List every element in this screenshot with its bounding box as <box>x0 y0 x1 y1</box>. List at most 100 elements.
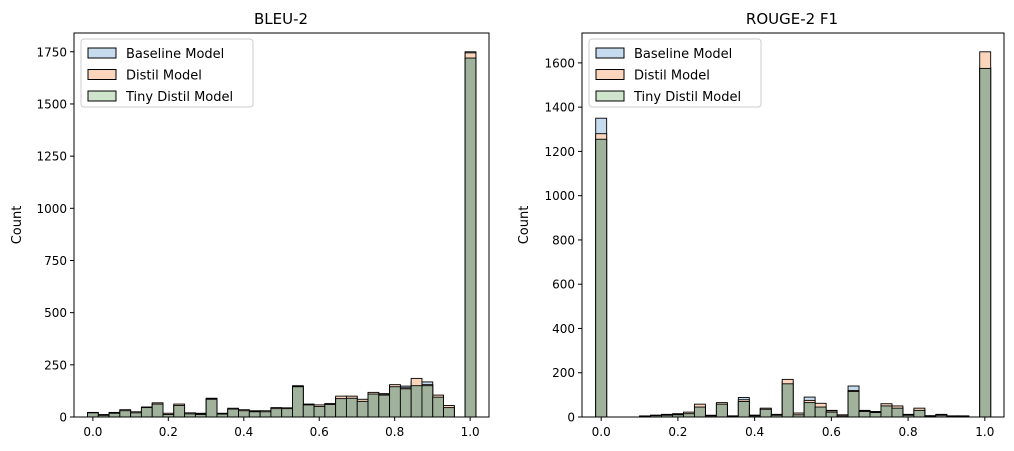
bar-tiny-21 <box>313 406 326 418</box>
bar-tiny-21 <box>825 411 838 418</box>
chart-rouge-2-f1: ROUGE-2 F1 Count 0 200 400 600 800 1000 1200 14… <box>517 10 1005 439</box>
y-tick-label: 1000 <box>544 189 575 203</box>
legend-swatch-distil <box>87 69 117 80</box>
bar-tiny-20 <box>302 404 315 418</box>
bar-tiny-26 <box>367 393 380 418</box>
legend-box <box>80 38 254 108</box>
bar-tiny-27 <box>378 394 391 418</box>
bar-tiny-25 <box>869 412 882 418</box>
legend-label: Baseline Model <box>634 47 732 62</box>
legend-label: Baseline Model <box>126 47 224 62</box>
legend-box <box>588 38 762 108</box>
legend-swatch-baseline <box>595 47 625 59</box>
plot-frame <box>73 32 490 418</box>
bar-tiny-0 <box>595 138 608 418</box>
legend-swatch-distil <box>595 69 625 80</box>
x-tick-label: 1.0 <box>461 425 480 439</box>
legend-swatch-tiny <box>595 90 625 102</box>
y-tick-label: 200 <box>552 366 575 380</box>
bar-tiny-35 <box>979 67 992 418</box>
bar-tiny-31 <box>421 385 434 418</box>
bar-tiny-18 <box>281 408 293 418</box>
bar-tiny-11 <box>205 398 218 418</box>
chart-title: ROUGE-2 F1 <box>746 10 838 28</box>
legend-swatch-baseline <box>87 47 117 59</box>
y-tick-label: 1600 <box>544 56 575 70</box>
bar-tiny-25 <box>356 400 369 418</box>
bar-tiny-24 <box>858 411 871 418</box>
chart-title: BLEU-2 <box>254 10 308 28</box>
bars <box>87 51 477 418</box>
bar-tiny-11 <box>715 403 728 418</box>
bar-tiny-16 <box>259 411 272 418</box>
x-tick-label: 0.6 <box>310 425 329 439</box>
x-tick-label: 0.2 <box>159 425 178 439</box>
x-axis: 0.0 0.2 0.4 0.6 0.8 1.0 <box>592 417 994 439</box>
legend-swatch-tiny <box>87 90 117 102</box>
y-tick-label: 1750 <box>36 45 67 59</box>
bar-tiny-6 <box>151 403 164 418</box>
y-tick-label: 1500 <box>36 97 67 111</box>
y-tick-label: 750 <box>44 254 67 268</box>
bar-tiny-32 <box>432 396 444 418</box>
y-axis-label: Count <box>10 206 25 245</box>
bar-tiny-13 <box>737 401 750 418</box>
x-axis: 0.0 0.2 0.4 0.6 0.8 1.0 <box>83 417 480 439</box>
bar-tiny-28 <box>389 386 401 418</box>
bar-tiny-19 <box>803 402 816 418</box>
bar-tiny-24 <box>345 397 358 418</box>
x-tick-label: 0.8 <box>899 425 918 439</box>
bar-tiny-13 <box>227 408 239 418</box>
y-axis: 0 200 400 600 800 1000 1200 1400 1600 <box>544 56 582 425</box>
y-axis: 0 250 500 750 1000 1250 1500 1750 <box>36 45 74 425</box>
x-tick-label: 0.0 <box>83 425 102 439</box>
bar-tiny-23 <box>847 391 860 418</box>
bar-tiny-26 <box>880 405 893 418</box>
bar-tiny-17 <box>781 383 794 418</box>
bar-tiny-23 <box>335 398 347 418</box>
x-tick-label: 0.2 <box>668 425 687 439</box>
legend-label: Distil Model <box>126 69 202 84</box>
bar-tiny-2 <box>108 412 121 418</box>
bar-tiny-20 <box>814 406 827 418</box>
bar-tiny-30 <box>410 385 423 418</box>
legend: Baseline Model Distil Model Tiny Distil Mo… <box>588 38 762 108</box>
legend: Baseline Model Distil Model Tiny Distil Mo… <box>80 38 254 108</box>
bar-tiny-8 <box>173 405 186 418</box>
bar-tiny-17 <box>270 408 283 418</box>
bar-tiny-3 <box>119 410 132 418</box>
bar-tiny-33 <box>443 407 455 418</box>
x-tick-label: 0.4 <box>745 425 764 439</box>
legend-label: Distil Model <box>634 69 710 84</box>
x-tick-label: 0.8 <box>385 425 404 439</box>
y-tick-label: 0 <box>567 411 575 425</box>
bar-tiny-35 <box>464 57 477 418</box>
chart-bleu-2: BLEU-2 Count 02505007501000125015001750 … <box>10 10 490 439</box>
y-tick-label: 400 <box>552 322 575 336</box>
y-axis-label: Count <box>517 206 532 245</box>
y-tick-label: 250 <box>44 358 67 372</box>
bar-tiny-15 <box>759 408 772 418</box>
y-tick-label: 1200 <box>544 145 575 159</box>
x-tick-label: 1.0 <box>975 425 994 439</box>
bar-tiny-29 <box>399 388 412 418</box>
legend-label: Tiny Distil Model <box>125 90 233 105</box>
y-tick-label: 600 <box>552 278 575 292</box>
x-tick-label: 0.4 <box>234 425 253 439</box>
bar-tiny-0 <box>87 412 99 418</box>
y-tick-label: 1400 <box>544 101 575 115</box>
x-tick-label: 0.6 <box>822 425 841 439</box>
y-tick-label: 1000 <box>36 202 67 216</box>
y-tick-label: 0 <box>59 411 67 425</box>
bar-tiny-22 <box>324 404 337 418</box>
bar-tiny-5 <box>140 407 153 418</box>
y-tick-label: 1250 <box>36 150 67 164</box>
legend-label: Tiny Distil Model <box>633 90 741 105</box>
bar-tiny-9 <box>693 406 706 418</box>
bar-tiny-4 <box>130 412 142 418</box>
y-tick-label: 500 <box>44 306 67 320</box>
y-tick-label: 800 <box>552 233 575 247</box>
x-tick-label: 0.0 <box>592 425 611 439</box>
bar-tiny-19 <box>292 386 304 418</box>
